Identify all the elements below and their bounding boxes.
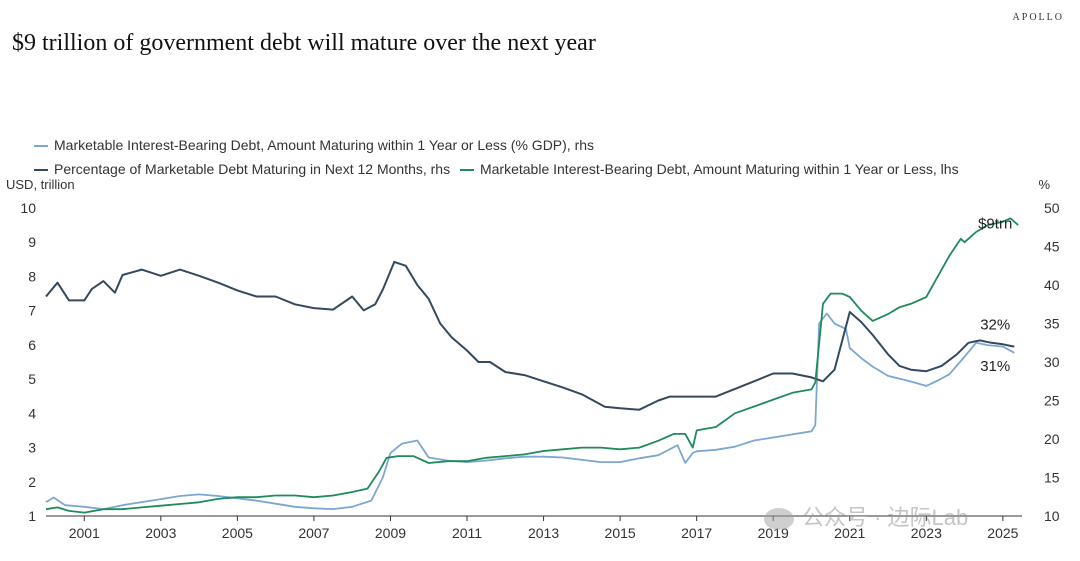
right-tick-label: 40	[1044, 277, 1060, 293]
x-tick-label: 2015	[605, 525, 636, 541]
x-tick-label: 2013	[528, 525, 559, 541]
legend-item-pct-maturing: Percentage of Marketable Debt Maturing i…	[34, 161, 450, 177]
right-tick-label: 25	[1044, 393, 1060, 409]
legend-label: Marketable Interest-Bearing Debt, Amount…	[479, 161, 959, 177]
right-tick-label: 15	[1044, 470, 1060, 486]
legend-label: Marketable Interest-Bearing Debt, Amount…	[54, 137, 595, 153]
right-tick-label: 10	[1044, 508, 1060, 524]
left-tick-label: 3	[28, 440, 36, 456]
legend-swatch	[34, 169, 48, 172]
series-line-pct-maturing	[45, 260, 1015, 411]
left-tick-label: 7	[28, 303, 36, 319]
left-axis-label: USD, trillion	[6, 177, 75, 192]
left-tick-label: 2	[28, 474, 36, 490]
x-tick-label: 2017	[681, 525, 712, 541]
legend-swatch	[34, 145, 48, 148]
left-tick-label: 9	[28, 234, 36, 250]
annotation-32pct: 32%	[980, 317, 1010, 334]
wechat-icon	[764, 508, 794, 531]
legend-label: Percentage of Marketable Debt Maturing i…	[54, 161, 451, 177]
legend-swatch	[459, 169, 474, 172]
chart-title: $9 trillion of government debt will matu…	[12, 30, 596, 56]
x-tick-label: 2003	[145, 525, 176, 541]
legend-item-pct-gdp: Marketable Interest-Bearing Debt, Amount…	[34, 137, 594, 153]
right-tick-label: 30	[1044, 354, 1060, 370]
x-tick-label: 2007	[298, 525, 329, 541]
watermark: 公众号 · 边际Lab	[764, 500, 968, 532]
right-tick-label: 35	[1044, 316, 1060, 332]
annotation-31pct: 31%	[980, 358, 1010, 375]
x-tick-label: 2025	[987, 525, 1018, 541]
right-axis-label: %	[1038, 177, 1050, 192]
x-tick-label: 2021	[834, 525, 865, 541]
x-tick-label: 2011	[452, 525, 482, 541]
right-tick-label: 20	[1044, 431, 1060, 447]
left-tick-label: 6	[28, 337, 36, 353]
annotation-9trn: $9trn	[978, 216, 1012, 233]
right-tick-label: 50	[1044, 200, 1060, 216]
legend-row-2: Percentage of Marketable Debt Maturing i…	[34, 161, 965, 177]
left-tick-label: 5	[28, 371, 36, 387]
left-tick-label: 4	[28, 405, 36, 421]
x-tick-label: 2001	[69, 525, 100, 541]
left-tick-label: 8	[28, 268, 36, 284]
legend-row-1: Marketable Interest-Bearing Debt, Amount…	[34, 137, 600, 153]
left-tick-label: 10	[20, 200, 36, 216]
brand-logo: APOLLO	[1012, 12, 1064, 23]
x-tick-label: 2005	[222, 525, 253, 541]
left-tick-label: 1	[28, 508, 36, 524]
series-line-amount-maturing	[45, 217, 1019, 514]
x-tick-label: 2023	[911, 525, 942, 541]
series-line-pct-gdp	[45, 312, 1015, 511]
right-tick-label: 45	[1044, 239, 1060, 255]
watermark-text: 公众号 · 边际Lab	[802, 505, 969, 530]
x-tick-label: 2009	[375, 525, 406, 541]
legend-item-amount-maturing: Marketable Interest-Bearing Debt, Amount…	[459, 161, 959, 177]
